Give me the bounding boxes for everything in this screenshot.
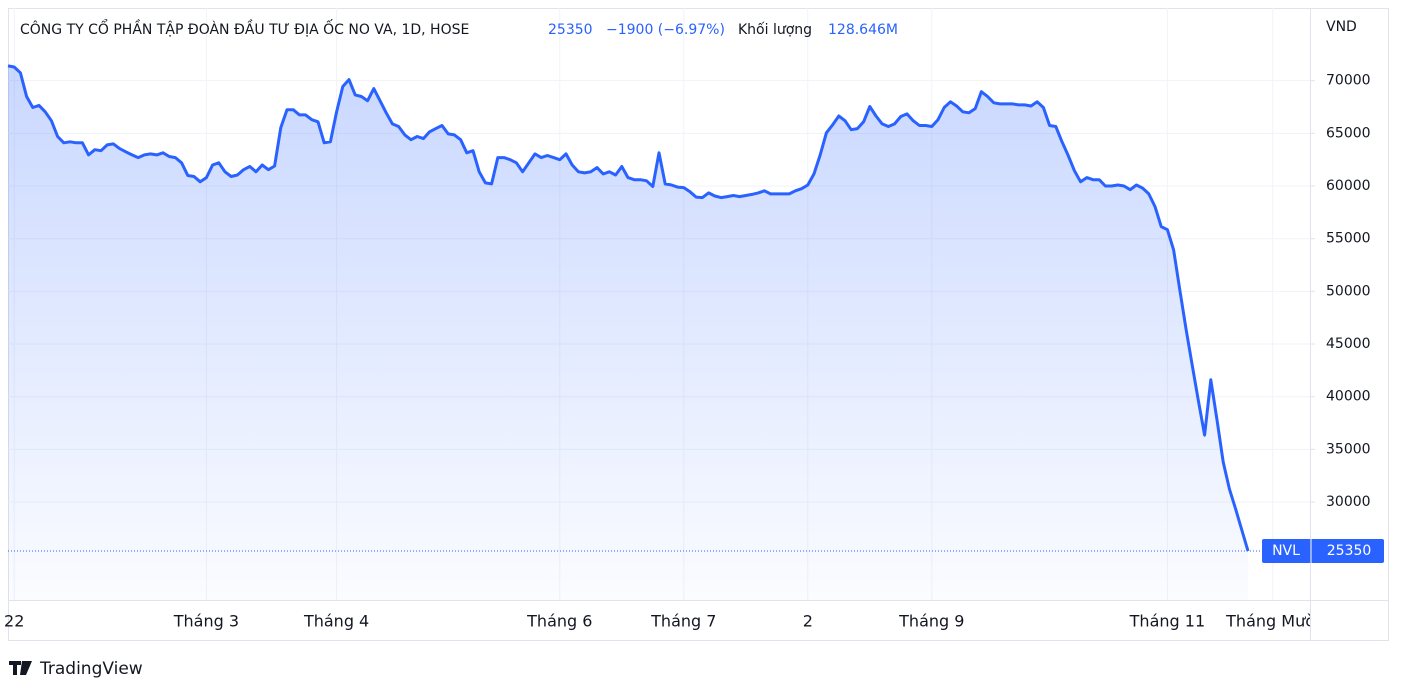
logo-mark — [9, 661, 32, 675]
price-line — [7, 64, 1250, 552]
price-badge — [1262, 539, 1384, 564]
symbol-label: NVL — [1272, 543, 1300, 559]
x-tick-label: Tháng 11 — [1129, 612, 1205, 631]
area-fill — [8, 65, 1248, 600]
last-value-label: 25350 — [1327, 543, 1372, 559]
y-tick-label: 55000 — [1326, 231, 1371, 247]
x-tick-label: Tháng 9 — [898, 612, 964, 631]
y-tick-label: 40000 — [1326, 389, 1371, 405]
x-tick-label: Tháng 3 — [173, 612, 239, 631]
x-tick-label: 22 — [4, 612, 24, 631]
y-tick-label: 30000 — [1326, 494, 1371, 510]
x-tick-label: Tháng 4 — [303, 612, 369, 631]
y-tick-label: 70000 — [1326, 73, 1371, 89]
y-tick-label: 35000 — [1326, 441, 1371, 457]
price-change: −1900 (−6.97%) — [606, 22, 725, 38]
x-tick-label: 2 — [803, 612, 813, 631]
x-tick-label: Tháng Mười — [1225, 612, 1319, 631]
volume-label: Khối lượng — [738, 21, 812, 38]
y-tick-label: 65000 — [1326, 125, 1371, 141]
x-tick-label: Tháng 6 — [526, 612, 592, 631]
brand-name: TradingView — [39, 659, 143, 679]
y-unit: VND — [1326, 19, 1357, 35]
x-tick-label: Tháng 7 — [650, 612, 716, 631]
brand-logo: TradingView — [9, 659, 143, 679]
y-tick-label: 50000 — [1326, 283, 1371, 299]
y-tick-label: 45000 — [1326, 336, 1371, 352]
last-price: 25350 — [548, 22, 593, 38]
volume-value: 128.646M — [828, 22, 898, 38]
chart-title: CÔNG TY CỔ PHẦN TẬP ĐOÀN ĐẦU TƯ ĐỊA ỐC N… — [20, 19, 469, 38]
y-tick-label: 60000 — [1326, 178, 1371, 194]
